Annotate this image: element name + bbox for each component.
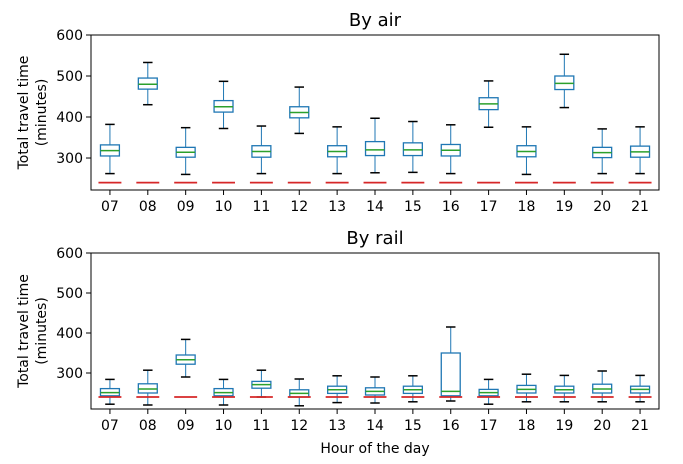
x-tick-label: 21 [631, 199, 649, 215]
box-14 [363, 117, 387, 184]
box-iqr [364, 140, 386, 157]
x-tick-label: 09 [177, 418, 195, 434]
x-tick-label: 19 [555, 418, 573, 434]
y-axis-label: Total travel time [16, 274, 32, 389]
x-tick-label: 07 [101, 199, 119, 215]
box-16 [439, 124, 463, 184]
chart-panel-2: By rail Total travel time (minutes) 300 400 5… [16, 228, 660, 457]
box-20 [590, 128, 614, 184]
box-07 [98, 378, 122, 405]
y-tick-label: 400 [56, 326, 83, 342]
x-tick-label: 16 [442, 199, 460, 215]
y-tick-label: 400 [56, 110, 83, 126]
box-iqr [440, 352, 461, 397]
x-tick-label: 16 [442, 418, 460, 434]
x-tick-label: 12 [290, 199, 308, 215]
box-12 [287, 378, 311, 407]
plot-frame [90, 34, 660, 191]
box-08 [136, 369, 160, 406]
x-tick-label: 15 [404, 418, 422, 434]
box-19 [552, 53, 576, 184]
box-09 [174, 338, 198, 398]
x-tick-label: 17 [480, 199, 498, 215]
box-14 [363, 376, 387, 404]
x-tick-label: 13 [328, 418, 346, 434]
box-10 [212, 378, 235, 406]
box-17 [477, 378, 501, 405]
x-tick-label: 21 [631, 418, 649, 434]
x-axis-label: Hour of the day [320, 441, 429, 457]
x-tick-label: 10 [215, 199, 233, 215]
y-tick-label: 500 [56, 286, 83, 302]
box-12 [287, 86, 311, 184]
x-tick-label: 09 [177, 199, 195, 215]
x-tick-label: 13 [328, 199, 346, 215]
y-axis-label: (minutes) [34, 79, 50, 147]
x-tick-label: 10 [215, 418, 233, 434]
box-19 [552, 374, 576, 403]
box-10 [212, 80, 235, 184]
box-17 [477, 80, 501, 184]
x-tick-label: 17 [480, 418, 498, 434]
box-11 [249, 125, 273, 184]
plot-frame [90, 252, 660, 410]
box-08 [136, 61, 160, 184]
chart-panel-1: By air Total travel time (minutes) 300 400 50… [16, 10, 660, 215]
box-21 [628, 126, 652, 184]
box-13 [325, 126, 349, 184]
x-tick-label: 08 [139, 199, 157, 215]
box-21 [628, 374, 652, 403]
y-tick-label: 600 [56, 28, 83, 44]
box-13 [325, 375, 349, 404]
x-tick-label: 08 [139, 418, 157, 434]
box-07 [98, 123, 122, 184]
box-18 [515, 126, 538, 184]
x-tick-label: 19 [555, 199, 573, 215]
y-tick-label: 300 [56, 151, 83, 167]
y-tick-label: 600 [56, 246, 83, 262]
box-18 [515, 373, 538, 403]
box-20 [590, 370, 614, 403]
y-axis-label: Total travel time [16, 56, 32, 171]
x-tick-label: 20 [593, 418, 611, 434]
box-16 [439, 326, 463, 402]
box-09 [174, 126, 198, 184]
x-tick-label: 20 [593, 199, 611, 215]
x-tick-label: 14 [366, 199, 384, 215]
x-tick-label: 11 [252, 418, 270, 434]
box-11 [249, 369, 273, 398]
y-axis-label: (minutes) [34, 297, 50, 365]
chart-title: By rail [346, 228, 403, 249]
x-tick-label: 18 [518, 199, 536, 215]
x-tick-label: 14 [366, 418, 384, 434]
chart-title: By air [349, 10, 402, 31]
box-15 [401, 375, 425, 403]
x-tick-label: 12 [290, 418, 308, 434]
x-tick-label: 18 [518, 418, 536, 434]
y-tick-label: 500 [56, 69, 83, 85]
x-tick-label: 15 [404, 199, 422, 215]
x-tick-label: 07 [101, 418, 119, 434]
box-15 [401, 120, 425, 184]
x-tick-label: 11 [252, 199, 270, 215]
y-tick-label: 300 [56, 366, 83, 382]
